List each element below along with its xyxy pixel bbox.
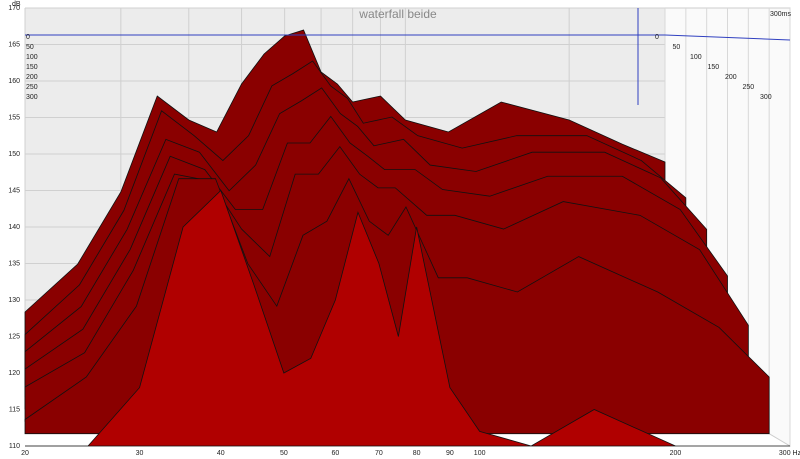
y-tick-label: 140 xyxy=(8,224,20,231)
x-tick-label: 90 xyxy=(446,450,454,457)
x-tick-label: 70 xyxy=(375,450,383,457)
x-tick-label: 100 xyxy=(474,450,486,457)
y-tick-label: 125 xyxy=(8,333,20,340)
time-tick-label: 100 xyxy=(26,54,38,61)
time-tick-label: 300 xyxy=(26,94,38,101)
time-label: 300ms xyxy=(770,11,792,18)
chart-title: waterfall beide xyxy=(358,7,437,21)
y-tick-label: 150 xyxy=(8,151,20,158)
slice xyxy=(25,189,790,447)
time-tick-label: 200 xyxy=(725,74,737,81)
y-tick-label: 145 xyxy=(8,187,20,194)
x-tick-label: 80 xyxy=(413,450,421,457)
x-tick-label: 30 xyxy=(136,450,144,457)
y-tick-label: 155 xyxy=(8,114,20,121)
y-tick-label: 165 xyxy=(8,41,20,48)
time-tick-label: 100 xyxy=(690,54,702,61)
time-tick-label: 0 xyxy=(655,34,659,41)
time-tick-label: 50 xyxy=(26,44,34,51)
y-tick-label: 120 xyxy=(8,370,20,377)
x-tick-label: 20 xyxy=(21,450,29,457)
x-tick-label: 50 xyxy=(280,450,288,457)
y-tick-label: 130 xyxy=(8,297,20,304)
time-tick-label: 150 xyxy=(26,64,38,71)
y-tick-label: 170 xyxy=(8,5,20,12)
cursor-h2 xyxy=(664,34,791,41)
time-tick-label: 150 xyxy=(708,64,720,71)
x-tick-label: 200 xyxy=(670,450,682,457)
time-tick-label: 250 xyxy=(26,84,38,91)
y-tick-label: 115 xyxy=(9,406,20,413)
y-tick-label: 110 xyxy=(9,443,20,450)
x-tick-label: 300 Hz xyxy=(779,450,800,457)
y-tick-label: 160 xyxy=(8,78,20,85)
time-tick-label: 300 xyxy=(760,94,772,101)
time-tick-label: 0 xyxy=(26,34,30,41)
y-axis-label: dB xyxy=(12,1,21,8)
time-tick-label: 50 xyxy=(673,44,681,51)
x-tick-label: 60 xyxy=(331,450,339,457)
time-tick-label: 250 xyxy=(743,84,755,91)
time-tick-label: 200 xyxy=(26,74,38,81)
y-tick-label: 135 xyxy=(8,260,20,267)
x-tick-label: 40 xyxy=(217,450,225,457)
